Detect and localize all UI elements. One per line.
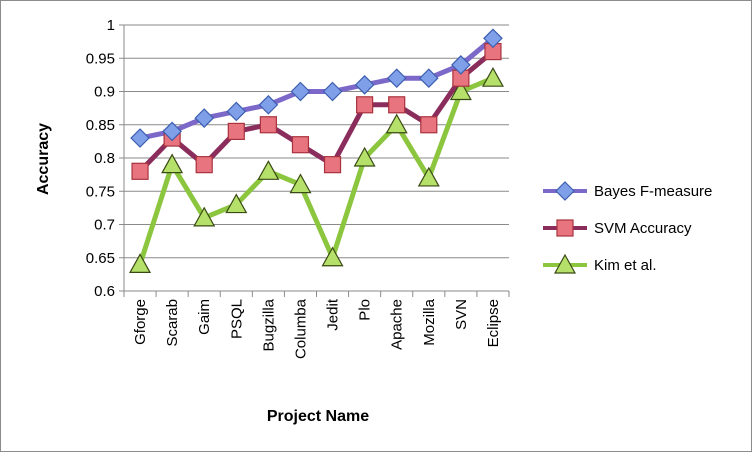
series-line-triangle [137, 75, 494, 266]
legend-marker-square [556, 219, 574, 237]
series-markers [129, 28, 504, 273]
data-point-triangle [417, 166, 440, 187]
legend-label: Bayes F-measure [594, 183, 712, 200]
data-point-diamond [451, 55, 471, 75]
data-point-diamond [354, 75, 375, 95]
y-axis-title: Accuracy [35, 123, 52, 195]
data-point-triangle [129, 253, 152, 273]
x-tick-label: Columba [292, 298, 309, 359]
x-tick-label: PSQL [228, 299, 245, 339]
data-point-triangle [385, 113, 408, 134]
y-tick-label: 0.95 [86, 50, 115, 67]
data-point-diamond [162, 121, 182, 142]
legend: Bayes F-measure SVM Accuracy Kim et al. [543, 181, 712, 274]
x-tick-label: Gaim [196, 299, 213, 335]
y-tick-label: 0.6 [94, 283, 115, 300]
data-point-triangle [353, 146, 376, 167]
x-tick-label: SVN [453, 299, 470, 330]
y-tick-label: 1 [107, 17, 115, 34]
data-point-triangle [257, 160, 280, 180]
x-tick-label: Eclipse [485, 299, 502, 347]
data-point-triangle [289, 173, 312, 194]
data-point-diamond [226, 101, 247, 122]
data-point-square [420, 116, 438, 134]
x-tick-label: Mozilla [421, 298, 438, 345]
x-axis-title: Project Name [267, 408, 369, 425]
data-point-square [388, 96, 406, 114]
data-point-square [195, 156, 213, 174]
data-point-diamond [386, 68, 407, 89]
legend-item: Kim et al. [543, 253, 657, 274]
data-point-diamond [194, 108, 215, 128]
x-tick-label: Plo [357, 299, 374, 321]
series-line-diamond [139, 36, 495, 141]
data-point-square [131, 162, 149, 180]
x-tick-label: Apache [389, 299, 406, 350]
y-tick-label: 0.85 [86, 117, 115, 134]
x-tick-label: Scarab [164, 299, 181, 347]
data-point-diamond [322, 81, 343, 102]
data-point-diamond [258, 94, 279, 115]
data-point-triangle [481, 66, 504, 87]
legend-item: Bayes F-measure [543, 181, 712, 201]
x-tick-label: Jedit [325, 298, 342, 331]
data-point-triangle [321, 246, 344, 267]
legend-marker-diamond [555, 181, 575, 201]
y-tick-label: 0.9 [94, 84, 115, 101]
x-tick-label: Bugzilla [260, 298, 277, 351]
data-point-square [323, 156, 342, 174]
data-point-square [227, 122, 245, 141]
data-point-diamond [418, 68, 439, 89]
data-point-diamond [290, 81, 311, 102]
data-point-triangle [193, 206, 216, 227]
data-point-triangle [449, 80, 472, 101]
x-tick-labels: Gforge Scarab Gaim PSQL Bugzilla Columba Jedit… [132, 298, 502, 359]
data-point-triangle [161, 153, 184, 174]
y-tick-label: 0.75 [86, 183, 115, 200]
y-tick-label: 0.7 [94, 217, 115, 234]
y-tick-labels: 0.6 0.65 0.7 0.75 0.8 0.85 0.9 0.95 1 [86, 17, 115, 300]
data-point-triangle [225, 193, 248, 214]
data-point-diamond [130, 128, 150, 148]
data-point-square [291, 136, 310, 154]
legend-label: SVM Accuracy [594, 220, 692, 237]
legend-label: Kim et al. [594, 257, 657, 274]
y-tick-label: 0.65 [86, 250, 115, 267]
legend-item: SVM Accuracy [543, 219, 692, 237]
y-tick-label: 0.8 [94, 150, 115, 167]
axes [119, 24, 510, 297]
legend-marker-triangle [553, 253, 577, 274]
series-lines [137, 36, 495, 266]
data-point-square [259, 116, 277, 134]
data-point-diamond [483, 28, 503, 49]
data-point-square [356, 96, 374, 114]
x-tick-label: Gforge [132, 299, 149, 345]
